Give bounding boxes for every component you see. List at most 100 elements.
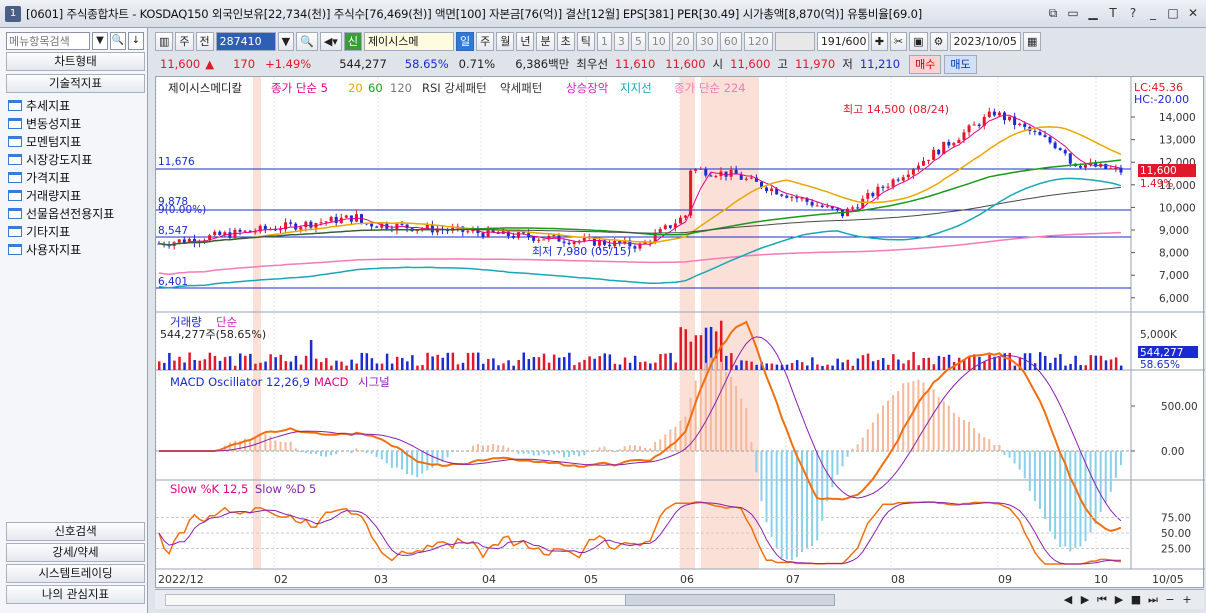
tree-item[interactable]: 거래량지표 [8,186,114,204]
macd-osc-bar [487,445,490,451]
volume-bar [568,352,571,370]
period-week[interactable]: 주 [476,31,495,51]
tree-item[interactable]: 기타지표 [8,222,114,240]
volume-bar [745,360,748,370]
period-type-select[interactable]: 주 [175,31,194,51]
macd-osc-bar [441,451,444,462]
candle [1053,142,1057,149]
interval-10[interactable]: 10 [647,31,670,51]
period-day[interactable]: 일 [455,31,475,51]
chart-type-button[interactable]: 차트형태 [6,52,145,71]
x-axis-label: 09 [998,573,1012,586]
calendar-icon[interactable]: ▦ [1022,31,1042,51]
volume-bar [1049,363,1052,370]
link-icon[interactable]: ⧉ [1048,6,1058,20]
scroll-left-icon[interactable]: ◀ [1063,593,1073,606]
volume-bar [294,355,298,370]
system-trading-button[interactable]: 시스템트레이딩 [6,564,145,583]
period-second[interactable]: 초 [556,31,575,51]
macd-osc-bar [942,401,945,451]
zoom-icon[interactable]: ✚ [870,31,889,51]
macd-osc-bar [887,400,890,451]
interval-60[interactable]: 60 [719,31,742,51]
scroll-thumb[interactable] [625,594,835,606]
period-minute[interactable]: 분 [536,31,555,51]
candle [942,141,946,155]
interval-20[interactable]: 20 [671,31,694,51]
folder-icon [8,189,22,201]
volume-panel [158,320,1123,370]
scroll-right-icon[interactable]: ▶ [1080,593,1090,606]
signal-search-button[interactable]: 신호검색 [6,522,145,541]
minimize-panel-icon[interactable]: ▁ [1088,6,1098,20]
tree-item[interactable]: 사용자지표 [8,240,114,258]
play-icon[interactable]: ▶ [1114,593,1124,606]
menu-search-input[interactable] [6,32,90,50]
rewind-icon[interactable]: ⏮ [1097,593,1107,606]
restore-icon[interactable]: ▭ [1067,6,1079,20]
period-tick[interactable]: 틱 [576,31,595,51]
prev-button[interactable]: 전 [195,31,214,51]
candle [542,239,546,241]
interval-select[interactable] [774,31,815,51]
period-year[interactable]: 년 [516,31,535,51]
buy-button[interactable]: 매수 [909,54,942,74]
legend-stock: 제이시스메디칼 [168,81,242,95]
scissors-icon[interactable]: ✂ [890,31,908,51]
stock-code-input[interactable]: 287410 [215,31,276,51]
volume-bar [1069,363,1072,370]
settings-icon[interactable]: ⚙ [929,31,948,51]
my-indicators-button[interactable]: 나의 관심지표 [6,585,145,604]
chart-svg[interactable]: 14,00013,00012,00011,00010,0009,0008,000… [155,77,1205,589]
candle [481,233,485,238]
candle [532,237,536,241]
candle [937,149,941,155]
candle [800,198,804,200]
macd-osc-bar [1003,451,1006,456]
sound-icon[interactable]: ◀▾ [319,31,342,51]
search-icon[interactable]: 🔍 [296,31,318,51]
quote-bar: 11,600 ▲ 170 +1.49% 544,277 58.65% 0.71%… [155,54,977,74]
code-dropdown-icon[interactable]: ▼ [277,31,295,51]
tree-item[interactable]: 모멘텀지표 [8,132,114,150]
tree-item[interactable]: 시장강도지표 [8,150,114,168]
volume-bar [638,362,642,370]
interval-30[interactable]: 30 [695,31,718,51]
chart-menu-icon[interactable]: ▥ [155,31,174,51]
period-month[interactable]: 월 [496,31,515,51]
down-arrow-icon[interactable]: ↓ [128,32,144,50]
close-icon[interactable]: ✕ [1187,6,1199,20]
pin-icon[interactable]: T [1109,6,1117,20]
sell-button[interactable]: 매도 [944,54,977,74]
volume-bar [704,327,708,370]
search-icon[interactable]: 🔍 [110,32,126,50]
candle [608,244,612,247]
tree-item[interactable]: 변동성지표 [8,114,114,132]
help-icon[interactable]: ? [1129,6,1137,20]
zoom-in-icon[interactable]: + [1182,593,1192,606]
candle [547,236,551,240]
indicator-button[interactable]: 기술적지표 [6,74,145,93]
tree-item[interactable]: 가격지표 [8,168,114,186]
tree-item[interactable]: 추세지표 [8,96,114,114]
chart-area[interactable]: 14,000 13,000 12,000 11,000 10,000 9,000 8,000… [155,76,1205,589]
zoom-out-icon[interactable]: − [1165,593,1175,606]
tree-item[interactable]: 선물옵션전용지표 [8,204,114,222]
volume-bar [912,352,915,370]
interval-5[interactable]: 5 [630,31,646,51]
macd-osc-bar [1074,451,1077,548]
dropdown-icon[interactable]: ▼ [92,32,108,50]
volume-bar [598,356,601,370]
save-icon[interactable]: ▣ [909,31,928,51]
interval-120[interactable]: 120 [743,31,773,51]
interval-3[interactable]: 3 [613,31,629,51]
maximize-icon[interactable]: □ [1167,6,1179,20]
strong-weak-button[interactable]: 강세/약세 [6,543,145,562]
minimize-icon[interactable]: _ [1150,6,1156,20]
candle [734,169,738,175]
interval-1[interactable]: 1 [596,31,612,51]
volume-bar [816,364,819,370]
forward-icon[interactable]: ⏭ [1148,593,1158,606]
date-input[interactable]: 2023/10/05 [949,31,1021,51]
stop-icon[interactable]: ■ [1130,593,1142,606]
